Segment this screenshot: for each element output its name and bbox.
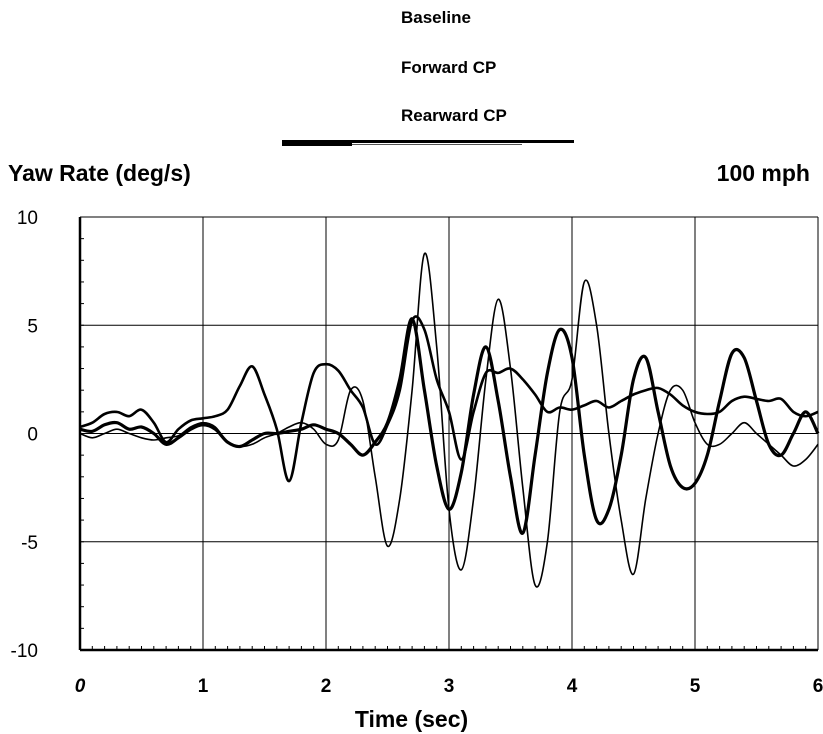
x-tick-label: 2 (321, 676, 332, 697)
y-tick-label: 5 (27, 316, 38, 337)
y-tick-label: -5 (21, 533, 38, 554)
y-tick-label: 10 (17, 208, 38, 229)
x-tick-label: 0 (75, 676, 86, 697)
legend-label-rearward-cp: Rearward CP (401, 106, 507, 125)
x-tick-label: 6 (813, 676, 823, 697)
x-tick-label: 5 (690, 676, 701, 697)
x-axis-label: Time (sec) (354, 706, 469, 732)
y-tick-label: -10 (11, 641, 38, 662)
series-line-baseline (79, 315, 819, 483)
legend-line (282, 143, 352, 146)
legend-line (352, 144, 522, 145)
y-axis-label: Yaw Rate (deg/s) (8, 160, 191, 186)
legend-label-baseline: Baseline (401, 8, 471, 27)
y-tick-label: 0 (27, 425, 38, 446)
x-tick-label: 1 (198, 676, 209, 697)
series-line-forward-cp (79, 317, 820, 535)
legend-label-forward-cp: Forward CP (401, 58, 497, 77)
speed-annotation: 100 mph (716, 160, 810, 186)
series-line-rearward-cp (79, 252, 819, 588)
legend-line (282, 140, 574, 143)
x-tick-label: 3 (444, 676, 455, 697)
x-tick-label: 4 (567, 676, 578, 697)
